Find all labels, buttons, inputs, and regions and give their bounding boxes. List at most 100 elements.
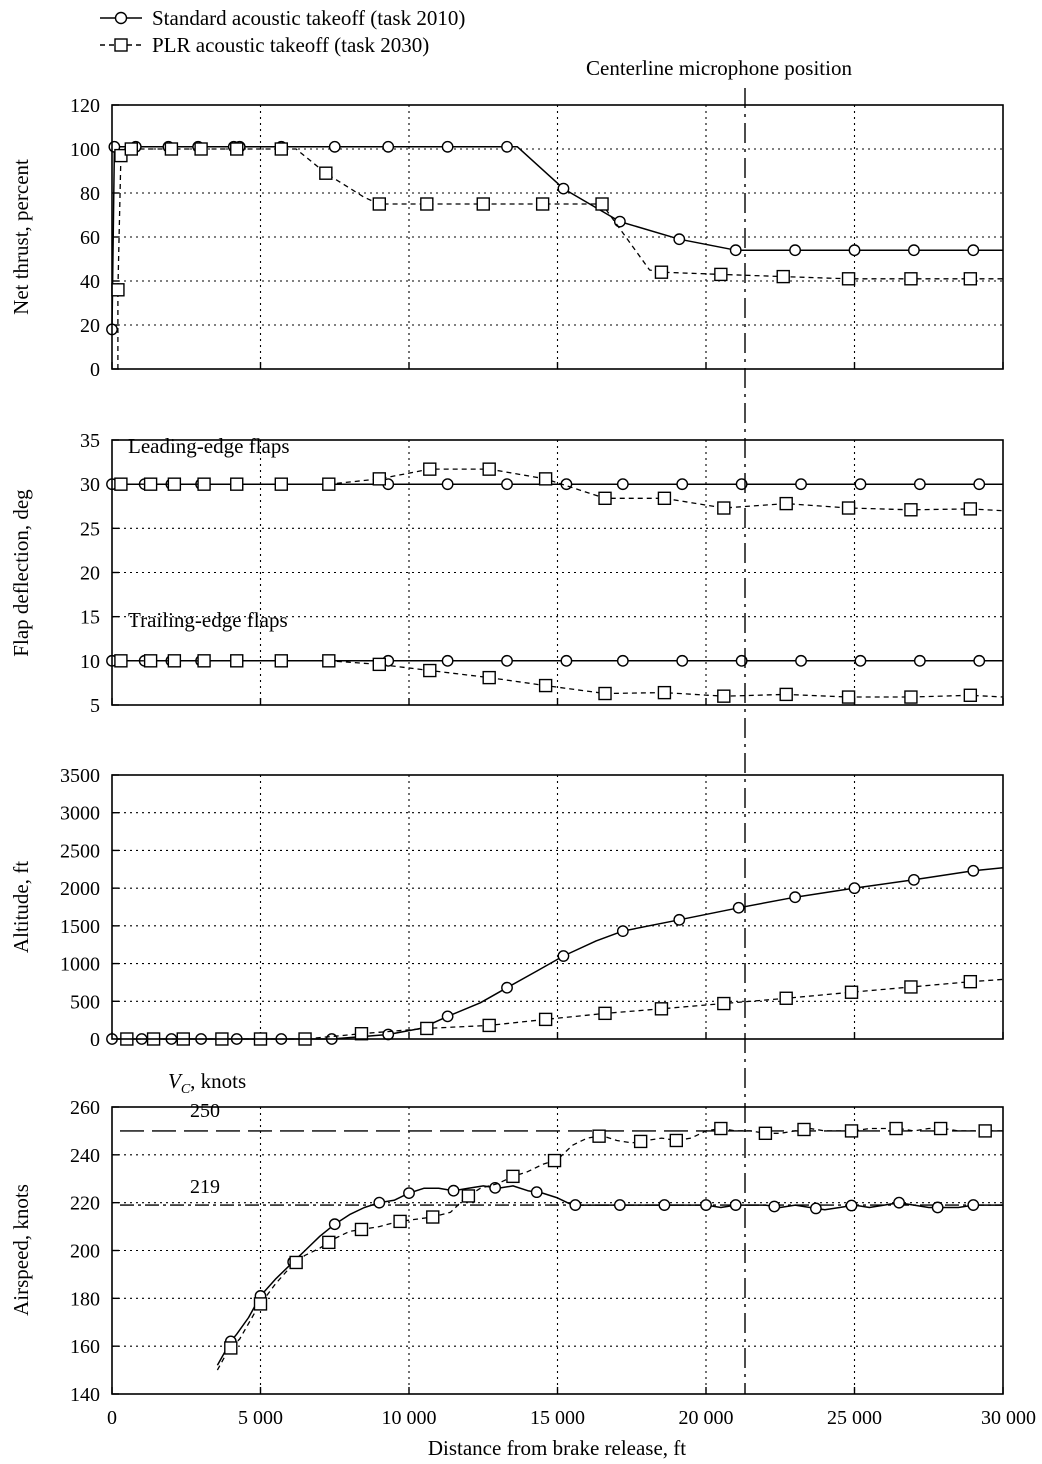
- series-plr-marker: [538, 678, 553, 693]
- x-tick-label: 25 000: [827, 1407, 882, 1429]
- series-standard-marker: [616, 478, 629, 491]
- series-plr-marker: [797, 1122, 811, 1137]
- series-standard-marker: [328, 1218, 341, 1231]
- series-plr-marker: [426, 1210, 440, 1224]
- legend-plr-marker: [114, 38, 128, 52]
- series-plr-marker: [372, 197, 386, 211]
- reference-line-219-label: 219: [190, 1176, 220, 1198]
- series-plr-marker: [482, 1018, 496, 1033]
- y-tick-label: 25: [80, 518, 100, 540]
- series-plr-marker: [717, 501, 731, 515]
- series-standard-marker: [441, 140, 454, 153]
- series-plr-marker: [841, 272, 856, 286]
- series-plr-marker: [114, 654, 128, 668]
- series-standard-marker: [328, 140, 341, 153]
- series-plr-marker: [657, 685, 672, 700]
- series-plr-marker: [963, 502, 978, 516]
- series-plr-marker: [393, 1214, 407, 1229]
- series-plr-marker: [904, 980, 918, 994]
- series-plr-marker: [274, 477, 288, 491]
- series-standard-marker: [489, 1181, 502, 1194]
- series-plr-marker: [598, 686, 612, 701]
- series-standard-marker: [913, 654, 926, 667]
- series-standard-marker: [789, 891, 801, 904]
- series-plr-marker: [114, 477, 128, 491]
- series-plr-line: [120, 468, 1004, 512]
- legend-standard-label: Standard acoustic takeoff (task 2010): [152, 6, 465, 30]
- series-standard-line: [111, 146, 1003, 330]
- series-standard-marker: [967, 1199, 980, 1211]
- series-plr-marker: [420, 197, 434, 211]
- y-tick-label: 1500: [60, 916, 100, 938]
- series-standard-marker: [673, 233, 686, 246]
- series-standard-marker: [735, 478, 748, 491]
- series-plr-marker: [779, 687, 793, 702]
- plot-frame: [111, 439, 1004, 706]
- series-plr-marker: [197, 477, 211, 491]
- series-plr-marker: [717, 996, 731, 1011]
- series-plr-marker: [461, 1189, 476, 1203]
- series-plr-marker: [372, 472, 386, 486]
- series-plr-marker: [592, 1129, 606, 1143]
- series-standard-marker: [789, 244, 801, 257]
- series-plr-marker: [717, 689, 731, 703]
- series-standard-marker: [403, 1187, 415, 1200]
- series-plr-marker: [164, 142, 179, 156]
- y-tick-label: 220: [70, 1193, 100, 1215]
- chart-panels: 0 20 40 60 80 100 120 Net thrust, percent 5 10 15 2…: [9, 88, 1004, 1406]
- series-plr-marker: [506, 1169, 520, 1184]
- y-tick-label: 30: [80, 474, 100, 496]
- series-standard-marker: [735, 654, 748, 667]
- series-standard-marker: [700, 1199, 712, 1211]
- series-standard-marker: [809, 1202, 822, 1215]
- vc-label: VC, knots: [168, 1069, 246, 1097]
- series-plr-marker: [844, 985, 859, 999]
- series-standard-marker: [729, 244, 742, 257]
- series-standard-marker: [501, 981, 513, 994]
- y-tick-label: 100: [70, 139, 100, 161]
- series-standard-marker: [447, 1184, 460, 1197]
- series-plr-marker: [654, 265, 669, 279]
- series-standard-marker: [908, 873, 920, 886]
- series-standard-line: [112, 867, 1004, 1040]
- series-plr-marker: [538, 472, 553, 486]
- series-plr-marker: [904, 690, 918, 704]
- trailing-edge-label: Trailing-edge flaps: [128, 608, 288, 632]
- series-plr-marker: [230, 477, 244, 491]
- series-standard-marker: [569, 1199, 582, 1211]
- series-standard-marker: [616, 925, 629, 938]
- y-tick-label: 2500: [60, 840, 100, 862]
- y-tick-label: 240: [70, 1145, 100, 1167]
- series-standard-marker: [501, 140, 513, 153]
- series-plr-marker: [167, 477, 182, 491]
- series-standard-marker: [658, 1199, 671, 1211]
- series-plr-line: [120, 660, 1004, 698]
- series-plr-marker: [372, 657, 386, 672]
- series-plr-marker: [322, 654, 336, 668]
- series-standard-marker: [560, 654, 573, 667]
- x-axis-tick-labels: 0 5 000 10 000 15 000 20 000 25 000 30 000: [107, 1407, 1036, 1429]
- series-standard-marker: [673, 913, 686, 926]
- series-plr-marker: [476, 197, 490, 211]
- y-axis-label: Altitude, ft: [9, 861, 33, 953]
- series-standard-marker: [973, 654, 986, 667]
- series-plr-marker: [654, 1002, 669, 1016]
- series-plr-marker: [197, 654, 211, 668]
- y-tick-label: 160: [70, 1336, 100, 1358]
- series-plr-marker: [274, 142, 288, 156]
- series-plr-marker: [322, 477, 336, 491]
- panel-thrust: 0 20 40 60 80 100 120 Net thrust, percent: [9, 95, 1004, 381]
- series-standard-marker: [854, 478, 867, 491]
- legend-plr-label: PLR acoustic takeoff (task 2030): [152, 33, 429, 57]
- reference-line-250-label: 250: [190, 1100, 220, 1122]
- series-plr-marker: [167, 654, 182, 668]
- series-standard-marker: [768, 1200, 781, 1213]
- series-standard-marker: [530, 1186, 543, 1199]
- y-axis-label: Net thrust, percent: [9, 159, 33, 315]
- series-plr-line: [117, 148, 1003, 369]
- series-plr-marker: [354, 1222, 369, 1237]
- series-plr-marker: [844, 1124, 859, 1138]
- series-plr-marker: [714, 1121, 728, 1136]
- y-tick-label: 35: [80, 430, 100, 452]
- series-plr-marker: [538, 1012, 553, 1027]
